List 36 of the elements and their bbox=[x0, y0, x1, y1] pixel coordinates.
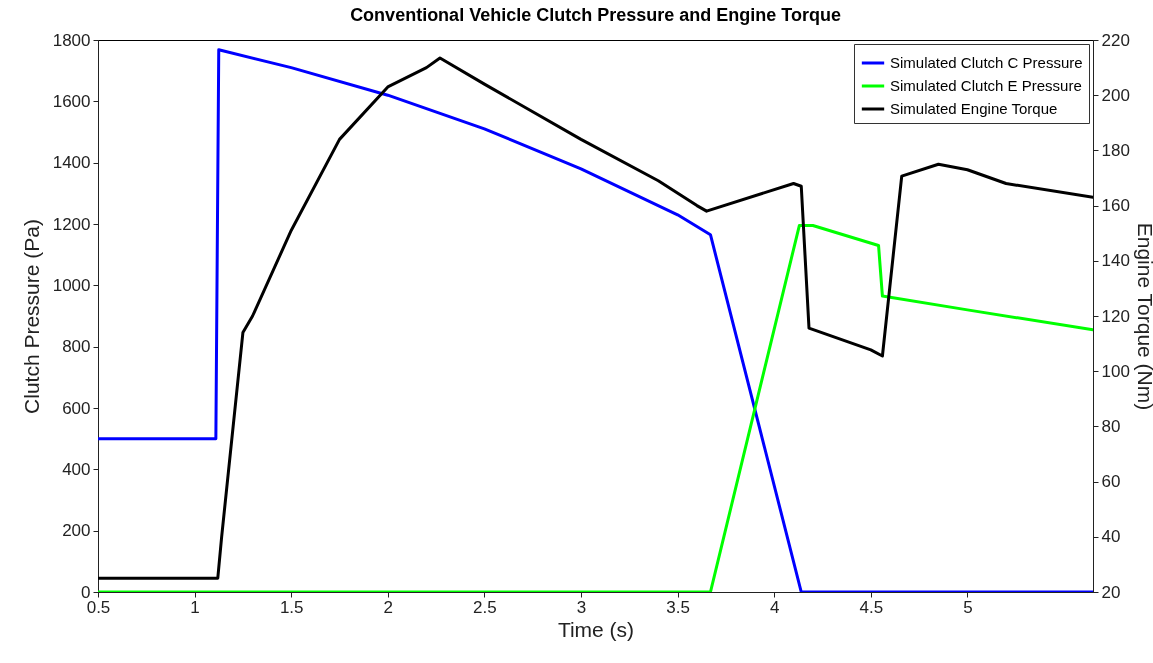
x-tick-label: 5 bbox=[963, 597, 973, 617]
x-tick-label: 4.5 bbox=[859, 597, 884, 617]
y2-tick-label: 160 bbox=[1101, 196, 1130, 216]
y2-tick-label: 80 bbox=[1101, 416, 1121, 436]
y2-tick-label: 180 bbox=[1101, 140, 1130, 160]
x-tick-label: 1.5 bbox=[279, 597, 304, 617]
x-tick-label: 3 bbox=[576, 597, 587, 617]
chart-title: Conventional Vehicle Clutch Pressure and Engine Torque bbox=[350, 5, 841, 25]
y-tick-label: 1600 bbox=[52, 91, 91, 111]
y-tick-label: 1000 bbox=[52, 275, 91, 295]
y2-tick-label: 40 bbox=[1101, 527, 1121, 547]
y-tick-label: 800 bbox=[62, 337, 91, 357]
y2-tick-label: 120 bbox=[1101, 306, 1130, 326]
legend-label: Simulated Clutch E Pressure bbox=[890, 77, 1082, 94]
x-tick-label: 1 bbox=[190, 597, 200, 617]
legend-label: Simulated Engine Torque bbox=[890, 100, 1058, 117]
legend-label: Simulated Clutch C Pressure bbox=[890, 54, 1083, 71]
y-tick-label: 600 bbox=[62, 398, 91, 418]
x-tick-label: 3.5 bbox=[666, 597, 690, 617]
y2-tick-label: 220 bbox=[1101, 30, 1130, 50]
y-axis-title: Clutch Pressure (Pa) bbox=[19, 219, 43, 414]
y-tick-label: 200 bbox=[62, 521, 91, 541]
y-tick-label: 400 bbox=[62, 459, 91, 479]
y2-tick-label: 100 bbox=[1101, 361, 1130, 381]
x-tick-label: 2.5 bbox=[473, 597, 497, 617]
x-axis-title: Time (s) bbox=[557, 617, 635, 641]
y2-tick-label: 60 bbox=[1101, 472, 1121, 492]
y2-tick-label: 140 bbox=[1101, 251, 1130, 271]
x-tick-label: 2 bbox=[383, 597, 394, 617]
y-tick-label: 1400 bbox=[52, 153, 91, 173]
y-tick-label: 1800 bbox=[52, 30, 91, 50]
y2-axis-title: Engine Torque (Nm) bbox=[1133, 222, 1153, 411]
y2-tick-label: 200 bbox=[1101, 85, 1130, 105]
y-tick-label: 1200 bbox=[52, 214, 91, 234]
x-tick-label: 4 bbox=[769, 597, 780, 617]
y2-tick-label: 20 bbox=[1101, 582, 1121, 602]
